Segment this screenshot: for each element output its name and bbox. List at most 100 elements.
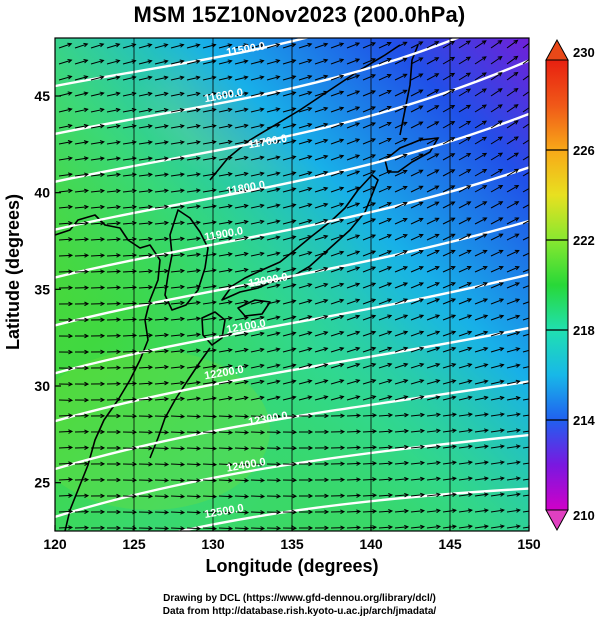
wind-arrow (90, 509, 106, 515)
wind-arrow (394, 137, 408, 145)
wind-arrow (426, 169, 440, 177)
wind-arrow (138, 43, 153, 49)
wind-arrow (378, 234, 393, 241)
wind-arrow (490, 88, 503, 97)
wind-arrow (410, 217, 424, 225)
wind-arrow (250, 107, 265, 113)
wind-arrow (442, 56, 456, 65)
wind-arrow (250, 187, 265, 193)
wind-arrow (378, 444, 394, 450)
wind-arrow (234, 43, 249, 49)
wind-arrow (170, 204, 185, 210)
wind-arrow (218, 478, 234, 483)
wind-arrow (426, 89, 440, 97)
wind-arrow (490, 460, 505, 465)
wind-arrow (218, 284, 233, 289)
wind-arrow (394, 201, 408, 209)
wind-arrow (90, 381, 106, 387)
wind-arrow (234, 123, 249, 129)
wind-arrow (266, 430, 282, 435)
wind-arrow (298, 235, 313, 241)
wind-arrow (250, 331, 265, 337)
wind-arrow (410, 362, 425, 369)
wind-arrow (362, 122, 377, 129)
wind-arrow (330, 477, 346, 482)
wind-arrow (330, 525, 346, 530)
wind-arrow (314, 413, 330, 419)
wind-arrow (298, 493, 314, 499)
wind-arrow (394, 412, 410, 418)
wind-arrow (362, 461, 378, 466)
wind-arrow (442, 492, 457, 497)
wind-arrow (266, 379, 281, 385)
wind-arrow (266, 251, 281, 257)
wind-arrow (170, 380, 186, 386)
wind-arrow (186, 396, 201, 401)
wind-arrow (346, 346, 361, 353)
wind-arrow (490, 185, 504, 193)
wind-arrow (458, 56, 471, 65)
y-tick-label: 35 (34, 281, 50, 297)
wind-arrow (218, 188, 233, 193)
wind-arrow (522, 366, 529, 369)
wind-arrow (330, 250, 345, 257)
wind-arrow (234, 267, 249, 273)
wind-arrow (138, 156, 153, 161)
wind-arrow (378, 105, 392, 113)
wind-arrow (410, 524, 426, 530)
wind-arrow (394, 330, 409, 337)
wind-arrow (426, 105, 440, 113)
wind-arrow (426, 41, 440, 49)
wind-arrow (266, 462, 282, 467)
wind-arrow (330, 90, 345, 97)
wind-arrow (138, 59, 153, 65)
wind-arrow (314, 218, 329, 225)
wind-arrow (218, 364, 233, 369)
wind-arrow (170, 430, 186, 435)
wind-arrow (186, 462, 202, 467)
wind-arrow (426, 412, 441, 418)
wind-arrow (234, 251, 249, 257)
wind-arrow (314, 234, 329, 241)
wind-arrow (266, 315, 281, 321)
wind-arrow (90, 140, 105, 145)
wind-arrow (58, 493, 74, 498)
wind-arrow (458, 395, 473, 401)
wind-arrow (522, 446, 529, 449)
wind-arrow (490, 282, 505, 289)
wind-arrow (506, 347, 521, 353)
wind-arrow (458, 314, 473, 321)
wind-arrow (234, 526, 250, 531)
colorbar-bar (545, 59, 569, 511)
wind-arrow (170, 462, 186, 467)
wind-arrow (506, 396, 521, 401)
wind-arrow (330, 395, 345, 401)
wind-arrow (522, 317, 529, 321)
wind-arrow (346, 154, 361, 161)
wind-arrow (186, 124, 201, 129)
x-tick-label: 120 (43, 536, 67, 552)
wind-arrow (490, 104, 503, 113)
wind-arrow (58, 317, 74, 323)
wind-arrow (330, 314, 345, 321)
wind-arrow (90, 220, 106, 226)
colorbar-tick-label: 222 (573, 233, 595, 248)
wind-arrow (58, 42, 73, 49)
wind-arrow (282, 493, 298, 499)
wind-arrow (442, 72, 456, 81)
wind-arrow (154, 268, 170, 274)
wind-arrow (106, 333, 122, 338)
wind-arrow (154, 43, 169, 49)
wind-arrow (378, 122, 392, 129)
wind-arrow (186, 156, 201, 161)
wind-arrow (154, 140, 169, 145)
wind-arrow (522, 58, 529, 65)
wind-arrow (362, 429, 378, 434)
wind-arrow (154, 284, 170, 290)
wind-arrow (426, 249, 440, 257)
wind-arrow (522, 478, 529, 481)
wind-arrow (90, 333, 106, 339)
wind-arrow (346, 170, 361, 177)
wind-arrow (314, 74, 329, 81)
